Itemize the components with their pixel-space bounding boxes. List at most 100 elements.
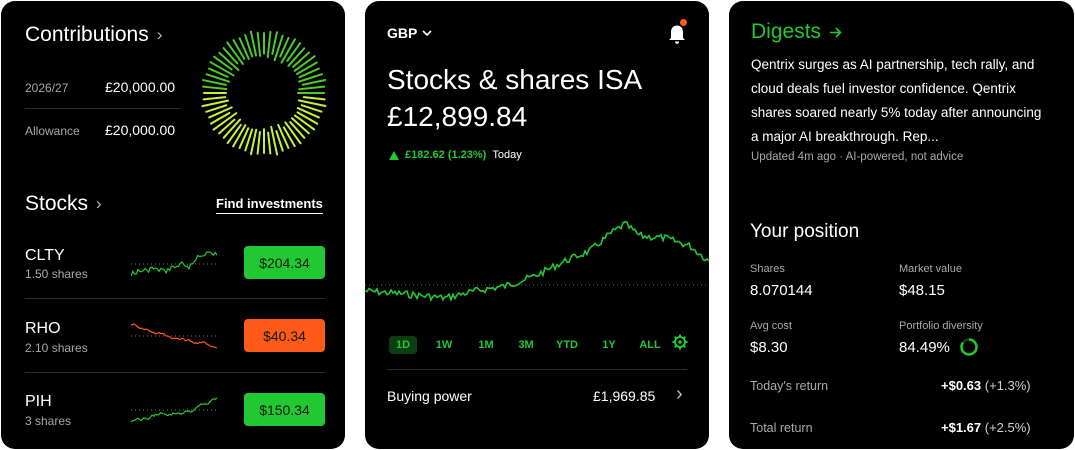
ring-ray [218, 118, 236, 135]
ring-ray [238, 37, 250, 60]
notifications-button[interactable] [667, 19, 689, 45]
ring-ray [284, 121, 302, 145]
stock-price-button[interactable]: $40.34 [244, 319, 325, 352]
chevron-right-icon: › [156, 25, 163, 44]
ring-ray [282, 126, 296, 148]
diversity-value: 84.49% [899, 339, 950, 356]
chart-settings-button[interactable] [672, 334, 688, 355]
range-1m[interactable]: 1M [478, 339, 494, 351]
gear-icon [672, 334, 688, 350]
total-return: +$1.67 (+2.5%) [941, 420, 1031, 435]
ring-ray [287, 47, 306, 67]
digest-card: Digests Qentrix surges as AI partnership… [729, 1, 1074, 449]
ring-ray [256, 31, 262, 57]
ring-ray [205, 104, 228, 113]
ring-ray [292, 51, 311, 68]
ring-ray [232, 39, 246, 60]
account-title: Stocks & shares ISA [387, 64, 643, 95]
currency-label: GBP [387, 25, 418, 41]
ring-ray [202, 96, 227, 101]
account-value: £12,899.84 [387, 101, 528, 132]
total-return-label: Total return [750, 421, 813, 435]
chart-line [365, 220, 709, 302]
diversity-label: Portfolio diversity [899, 320, 983, 332]
ring-ray [202, 79, 227, 86]
stock-shares: 2.10 shares [25, 341, 88, 355]
range-ytd[interactable]: YTD [556, 339, 578, 351]
range-1w[interactable]: 1W [435, 339, 453, 351]
arrow-right-icon [830, 26, 842, 38]
divider [25, 298, 325, 299]
stock-ticker: PIH [25, 393, 52, 410]
ring-ray [298, 67, 320, 79]
stock-sparkline [131, 397, 217, 423]
ring-ray [238, 127, 250, 149]
range-all[interactable]: ALL [639, 339, 661, 351]
buying-power-row[interactable]: Buying power £1,969.85 › [387, 379, 687, 413]
ring-ray [277, 123, 290, 149]
chevron-right-icon: › [96, 194, 102, 213]
currency-selector[interactable]: GBP [387, 25, 432, 41]
ring-ray [226, 41, 244, 65]
ring-ray [208, 106, 233, 119]
notification-dot [680, 19, 687, 26]
account-card: GBP Stocks & shares ISA £12,899.84 £182.… [365, 1, 709, 449]
ring-ray [298, 85, 326, 91]
stock-shares: 1.50 shares [25, 267, 88, 281]
digest-meta: Updated 4m ago · AI-powered, not advice [751, 151, 964, 163]
ring-ray [222, 118, 242, 139]
ring-ray [298, 73, 324, 83]
ring-ray [226, 123, 242, 145]
triangle-up-icon [389, 150, 399, 160]
diversity-ring [960, 338, 978, 356]
ring-ray [244, 34, 254, 58]
ring-ray [300, 104, 323, 113]
digests-header[interactable]: Digests [751, 20, 842, 44]
ring-ray [232, 124, 247, 148]
bell-icon [669, 25, 685, 44]
avg-cost-value: $8.30 [750, 339, 788, 356]
divider [25, 372, 325, 373]
stock-price-button[interactable]: $150.34 [244, 393, 325, 426]
sparkline-path [131, 323, 217, 349]
digest-body: Qentrix surges as AI partnership, tech r… [751, 57, 1042, 144]
ring-ray [213, 55, 233, 71]
range-1d[interactable]: 1D [389, 336, 417, 354]
change-amount: £182.62 (1.23%) [405, 149, 487, 161]
divider [25, 108, 180, 109]
contributions-header[interactable]: Contributions › [25, 23, 162, 47]
ring-ray [244, 128, 254, 152]
market-value-label: Market value [899, 263, 962, 275]
performance-chart[interactable] [365, 206, 709, 311]
contribution-ring-graphic [201, 30, 327, 156]
ring-ray [289, 121, 306, 139]
stock-price-button[interactable]: $204.34 [244, 246, 325, 279]
stock-shares: 3 shares [25, 414, 72, 428]
find-investments-link[interactable]: Find investments [216, 196, 323, 214]
sparkline-path [131, 251, 217, 277]
contributions-title: Contributions [25, 23, 149, 46]
stock-ticker: RHO [25, 320, 61, 337]
stock-sparkline [131, 251, 217, 277]
shares-value: 8.070144 [750, 282, 813, 299]
ring-ray [201, 99, 230, 108]
diversity-ring-fill [960, 338, 978, 356]
ring-ray [270, 125, 279, 156]
ring-ray [279, 36, 290, 58]
ring-ray [293, 114, 316, 131]
ring-ray [202, 85, 228, 91]
range-1y[interactable]: 1Y [602, 339, 616, 351]
ring-ray [295, 61, 318, 75]
sparkline-path [131, 397, 217, 423]
avg-cost-label: Avg cost [750, 320, 792, 332]
ring-ray [280, 38, 297, 64]
ring-ray [291, 117, 310, 135]
range-3m[interactable]: 3M [518, 339, 534, 351]
stocks-header[interactable]: Stocks › [25, 192, 102, 216]
allowance-value: £20,000.00 [105, 122, 176, 138]
stock-ticker: CLTY [25, 247, 65, 264]
ring-ray [267, 131, 272, 155]
stocks-title: Stocks [25, 192, 89, 215]
ring-ray [293, 55, 316, 72]
ring-ray [273, 34, 284, 62]
